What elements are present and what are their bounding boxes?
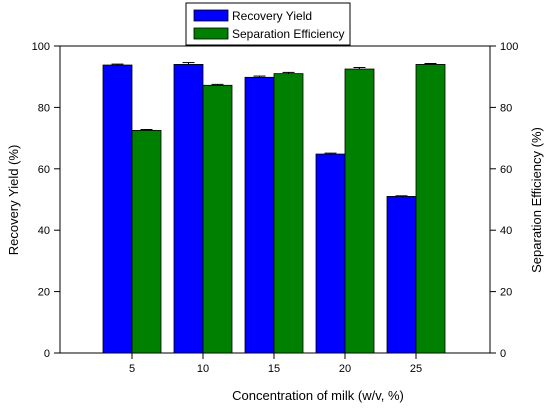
x-tick-label: 15 (268, 363, 280, 375)
y-tick-label-left: 20 (38, 287, 50, 299)
bar-separation-efficiency (131, 130, 162, 354)
x-tick-label: 10 (197, 363, 209, 375)
legend-swatch-separation-efficiency (193, 27, 229, 40)
x-tick-label: 5 (129, 363, 135, 375)
y-tick-label-left: 0 (44, 348, 50, 360)
legend-swatch-recovery-yield (193, 9, 229, 22)
bar-recovery-yield (173, 64, 204, 354)
legend: Recovery Yield Separation Efficiency (185, 2, 351, 46)
y-tick-label-left: 100 (32, 41, 50, 53)
plot-area: 0 0 20 20 40 40 60 60 80 80 100 100 5 10 15 20 25 (32, 41, 519, 375)
bar-recovery-yield (244, 76, 275, 354)
bar-separation-efficiency (273, 73, 304, 354)
y-axis-title-right: Separation Efficiency (%) (529, 127, 544, 273)
x-tick-label: 20 (339, 363, 351, 375)
bar-recovery-yield (315, 153, 346, 354)
y-tick-label-right: 0 (500, 348, 506, 360)
y-tick-label-right: 100 (500, 41, 518, 53)
bar-separation-efficiency (202, 84, 233, 354)
bar-separation-efficiency (415, 64, 446, 354)
y-tick-label-left: 40 (38, 225, 50, 237)
y-tick-label-right: 20 (500, 287, 512, 299)
y-tick-label-left: 80 (38, 102, 50, 114)
y-tick-label-left: 60 (38, 164, 50, 176)
x-axis-title: Concentration of milk (w/v, %) (232, 388, 404, 403)
y-tick-label-right: 60 (500, 164, 512, 176)
bar-recovery-yield (102, 64, 133, 354)
y-tick-label-right: 80 (500, 102, 512, 114)
legend-label-recovery-yield: Recovery Yield (232, 9, 312, 23)
y-tick-label-right: 40 (500, 225, 512, 237)
y-axis-title-left: Recovery Yield (%) (6, 145, 21, 256)
bar-separation-efficiency (344, 68, 375, 354)
bar-recovery-yield (386, 196, 417, 354)
x-tick-label: 25 (410, 363, 422, 375)
legend-label-separation-efficiency: Separation Efficiency (232, 27, 345, 41)
